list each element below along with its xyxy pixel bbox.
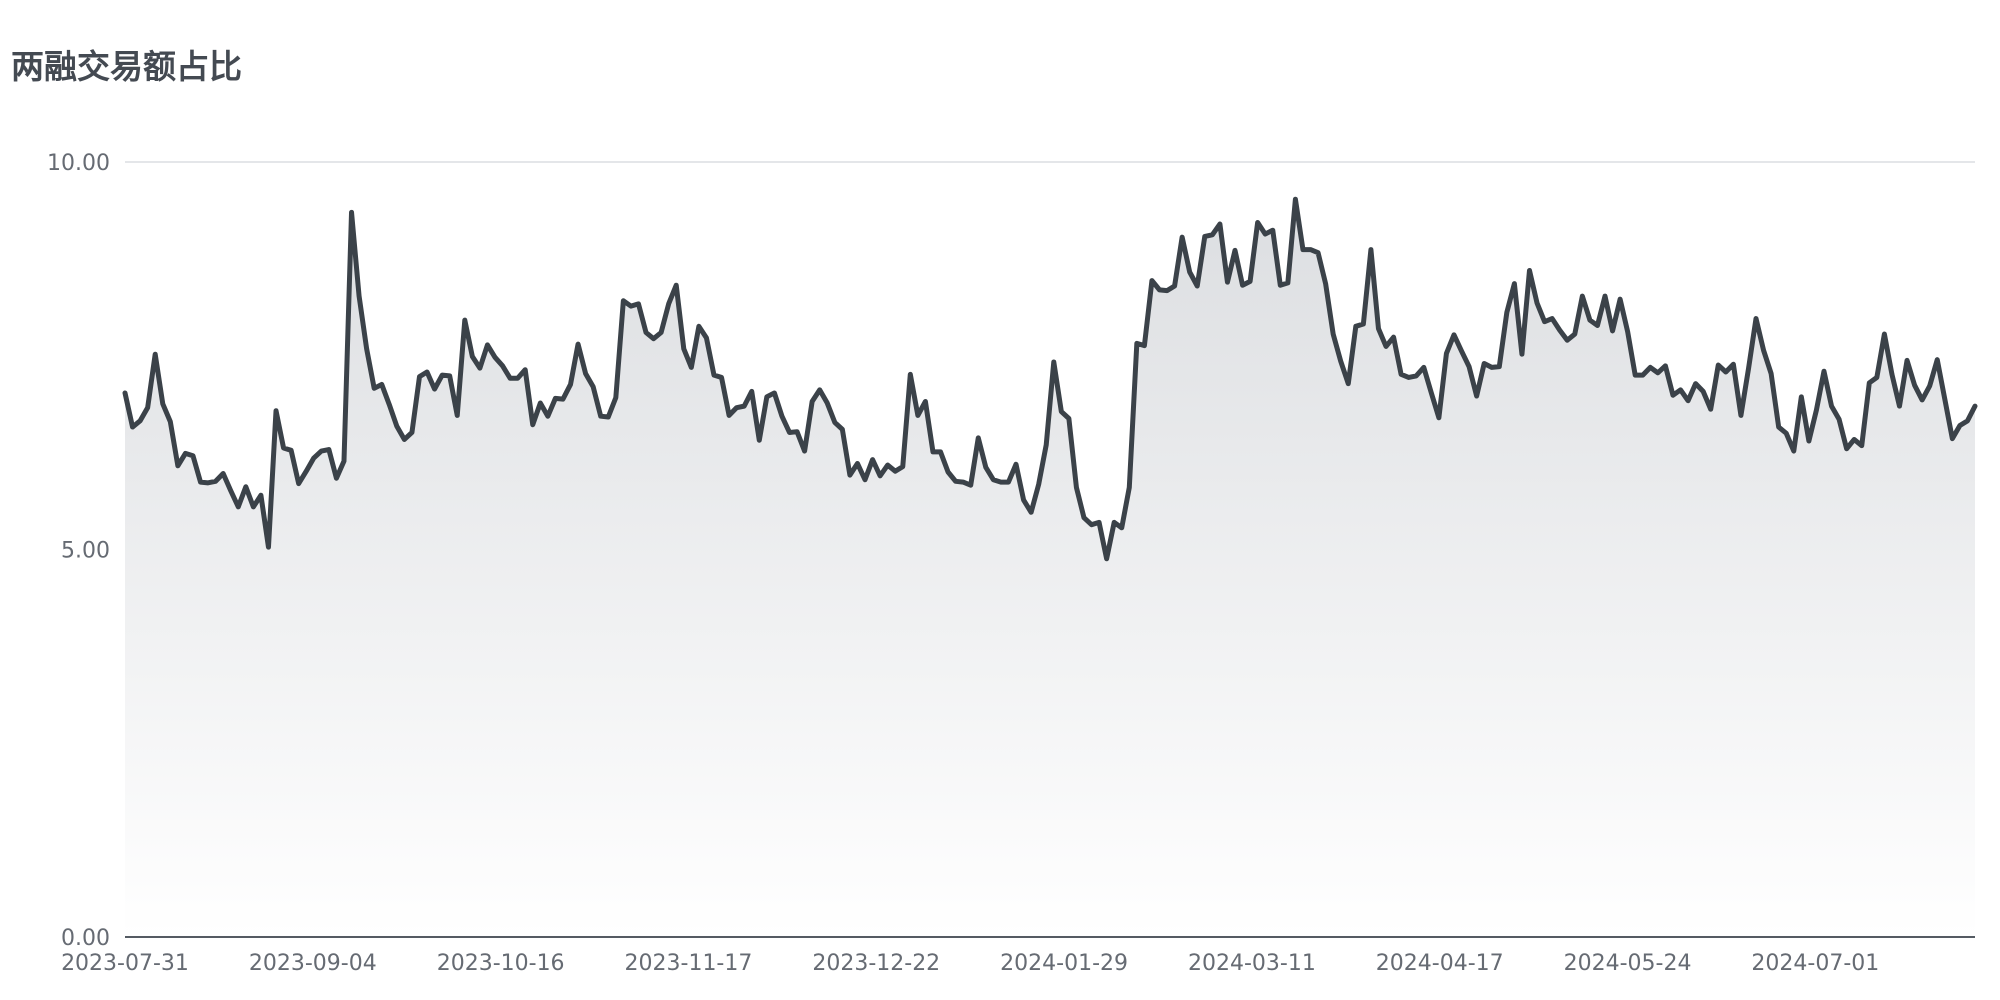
y-axis-tick-labels: 0.00 5.00 10.00: [47, 151, 110, 951]
x-tick-label: 2023-12-22: [812, 951, 940, 976]
x-tick-label: 2024-03-11: [1188, 951, 1316, 976]
x-tick-label: 2024-04-17: [1376, 951, 1504, 976]
series-line: [122, 196, 1978, 562]
y-tick-label: 10.00: [47, 151, 110, 176]
y-tick-label: 5.00: [61, 539, 110, 564]
x-tick-label: 2024-05-24: [1564, 951, 1692, 976]
x-tick-label: 2023-11-17: [625, 951, 753, 976]
x-tick-label: 2024-07-01: [1751, 951, 1879, 976]
chart-title: 两融交易额占比: [11, 47, 242, 86]
x-tick-label: 2023-09-04: [249, 951, 377, 976]
x-tick-label: 2024-01-29: [1000, 951, 1128, 976]
y-tick-label: 0.00: [61, 926, 110, 951]
x-tick-label: 2023-07-31: [61, 951, 189, 976]
x-tick-label: 2023-10-16: [437, 951, 565, 976]
series-area-fill: [125, 199, 1975, 937]
x-axis-tick-labels: 2023-07-31 2023-09-04 2023-10-16 2023-11-17…: [61, 951, 1879, 976]
